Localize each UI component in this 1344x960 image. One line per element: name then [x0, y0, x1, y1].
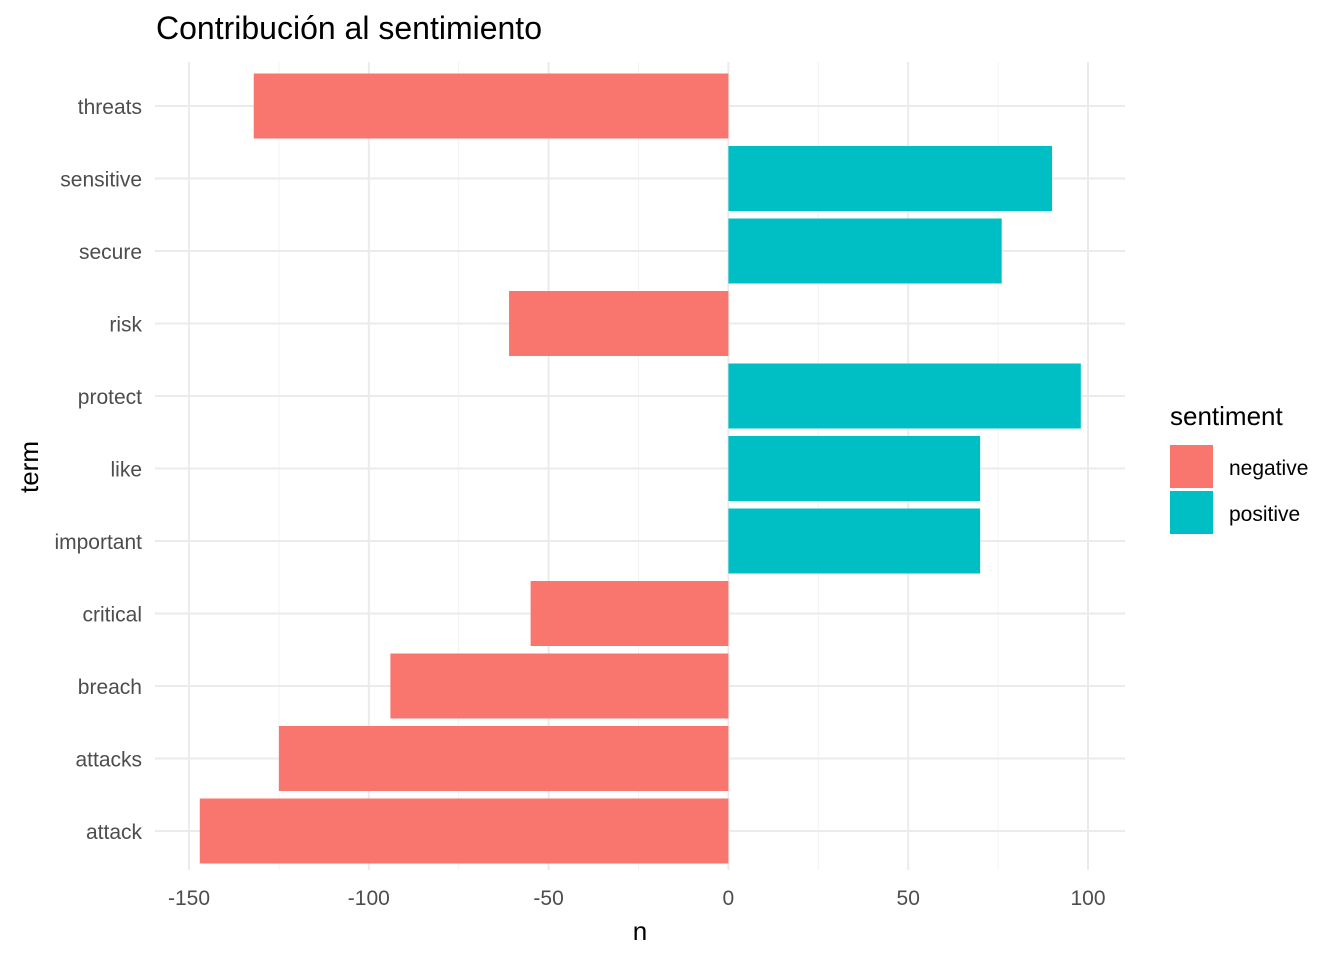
y-tick-label-important: important [54, 531, 142, 554]
x-tick-label: -100 [348, 887, 390, 910]
bar-breach [390, 653, 729, 719]
x-tick-label: 50 [897, 887, 920, 910]
x-tick-label: -150 [168, 887, 210, 910]
legend-key-positive [1170, 491, 1213, 534]
bar-risk [509, 291, 729, 356]
x-tick-label: -50 [533, 887, 563, 910]
legend: sentiment negative positive [1170, 401, 1308, 534]
y-tick-label-critical: critical [82, 604, 142, 627]
y-tick-labels: attack attacks breach critical important like… [54, 96, 142, 844]
legend-key-negative [1170, 445, 1213, 488]
y-tick-label-like: like [110, 459, 142, 482]
x-tick-label: 0 [723, 887, 735, 910]
bar-protect [728, 363, 1081, 429]
x-tick-label: 100 [1070, 887, 1105, 910]
bar-secure [728, 218, 1002, 284]
y-tick-label-sensitive: sensitive [60, 169, 142, 192]
y-tick-label-threats: threats [78, 96, 142, 119]
bar-important [728, 508, 981, 574]
y-tick-label-attack: attack [86, 821, 143, 844]
bar-like [728, 436, 981, 501]
bar-attack [199, 798, 729, 864]
y-tick-label-protect: protect [78, 386, 142, 409]
y-tick-label-breach: breach [78, 676, 142, 699]
y-tick-label-secure: secure [79, 241, 142, 264]
legend-label-positive: positive [1229, 503, 1300, 526]
y-axis-title: term [14, 441, 44, 493]
legend-label-negative: negative [1229, 457, 1308, 480]
x-tick-labels: -150 -100 -50 0 50 100 [168, 887, 1106, 910]
chart-title: Contribución al sentimiento [156, 10, 542, 46]
bar-sensitive [728, 146, 1053, 211]
bars-layer [199, 73, 1081, 864]
y-tick-label-risk: risk [109, 314, 142, 337]
x-axis-title: n [633, 916, 647, 946]
bar-threats [253, 73, 729, 139]
y-tick-label-attacks: attacks [75, 749, 142, 772]
bar-critical [530, 581, 729, 646]
legend-title: sentiment [1170, 401, 1283, 431]
bar-attacks [278, 726, 729, 791]
